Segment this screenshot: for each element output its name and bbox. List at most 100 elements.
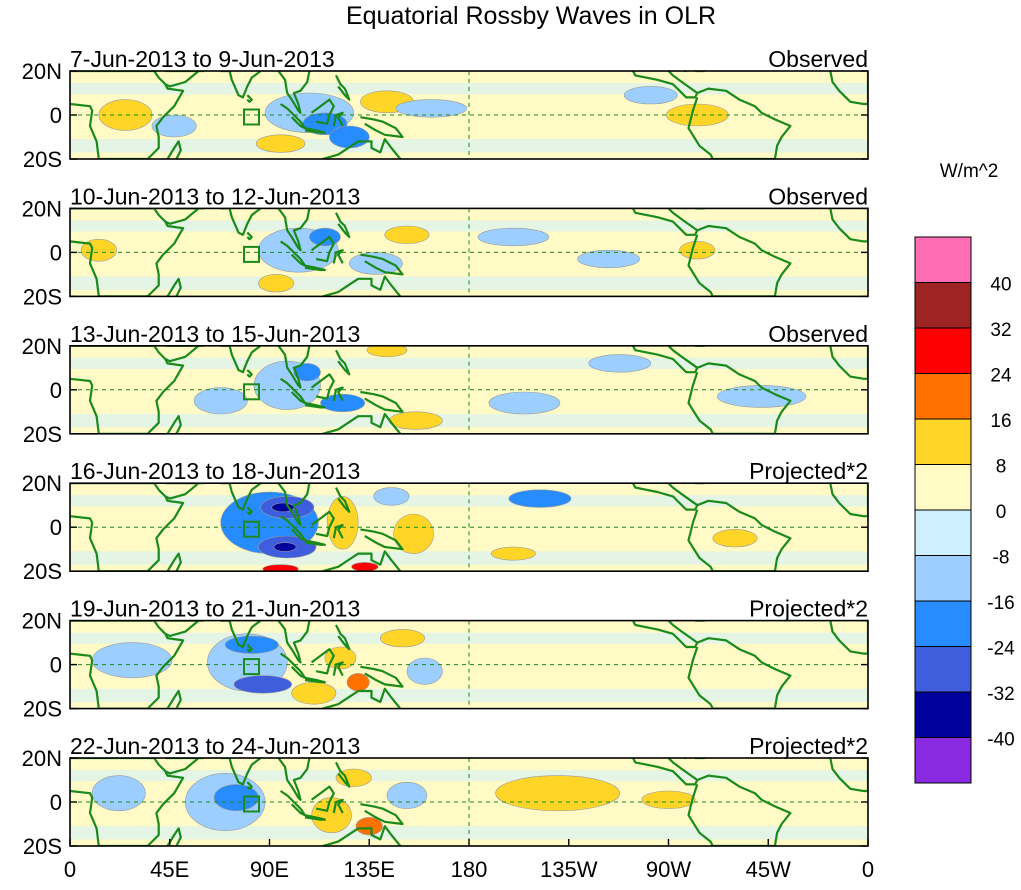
anomaly-contour [406,657,443,685]
panel-field [70,483,868,572]
colorbar-tick-label: -40 [987,730,1014,751]
philippines-outline [335,212,351,239]
sumatra-outline [279,377,307,405]
anomaly-contour [255,134,306,153]
india-outline [220,758,262,786]
anomaly-contour [262,564,299,572]
southamerica-outline [687,87,792,159]
panel-field [70,620,868,709]
southamerica-outline [687,224,792,297]
y-tick-label: 20S [23,559,62,584]
philippines-outline [335,761,351,788]
anomaly-contour [293,363,321,382]
index-region-box [243,383,261,401]
australia-outline [322,138,402,159]
australia-outline [322,687,402,709]
philippines-outline [335,624,351,651]
java-outline [304,127,326,134]
anomaly-contour [193,387,248,415]
anomaly-contour [395,99,468,118]
colorbar-swatch [914,373,972,420]
india-outline [220,483,262,511]
anomaly-contour [393,513,434,554]
anomaly-contour [386,781,428,809]
anomaly-contour [388,411,443,430]
java-outline [304,676,326,684]
anomaly-contour [291,681,337,705]
indochina-outline [277,483,311,527]
anomaly-contour [346,673,370,692]
southamerica-outline [687,637,792,709]
colorbar-tick-label: 8 [996,457,1007,478]
sulawesi-outline [332,386,344,402]
westafrica-edge-outline [829,345,868,380]
anomaly-contour [623,86,678,105]
x-tick-label: 90E [250,857,289,882]
index-region-box [243,795,261,813]
srilanka-outline [246,644,253,653]
panel-date-range: 19-Jun-2013 to 21-Jun-2013 [70,596,360,622]
y-tick-label: 20S [23,834,62,859]
colorbar-swatch [914,691,972,738]
panel-kind-label: Projected*2 [749,458,868,484]
anomaly-contour [91,775,146,812]
x-tick-label: 135W [540,857,598,882]
anomaly-contour [309,227,341,247]
australia-outline [322,825,402,846]
southamerica-outline [687,362,792,434]
anomaly-contour [588,354,652,373]
panel-2: 20N 0 20S 10-Jun-2013 to 12-Jun-2013 Observe… [22,183,869,309]
colorbar-swatch [914,282,972,329]
panel-date-range: 7-Jun-2013 to 9-Jun-2013 [70,46,335,72]
westafrica-edge-outline [829,71,868,106]
y-tick-label: 20N [22,609,62,634]
anomaly-contour [348,252,403,275]
india-outline [220,208,262,236]
colorbar-units-label: W/m^2 [940,161,999,182]
colorbar-swatch [914,236,972,283]
anomaly-contour [320,393,366,413]
africa-outline [70,208,185,297]
newguinea-outline [360,803,404,826]
panel-kind-label: Observed [768,183,868,209]
anomaly-contour [716,385,807,408]
y-tick-label: 20N [22,746,62,771]
arabia-outline [164,71,205,88]
india-outline [220,620,262,649]
arabia-outline [164,483,205,500]
centralamerica-outline [632,483,699,511]
madagascar-outline [166,552,182,572]
madagascar-outline [166,140,182,159]
x-tick-label: 135E [344,857,395,882]
y-tick-label: 20N [22,334,62,359]
colorbar-swatch [914,464,972,511]
x-tick-label: 0 [862,857,874,882]
newguinea-outline [360,665,404,688]
colorbar-swatch [914,555,972,602]
panel-date-range: 16-Jun-2013 to 18-Jun-2013 [70,458,360,484]
colorbar-swatch [914,737,972,784]
colorbar-tick-label: -24 [987,639,1015,660]
colorbar-tick-label: -16 [987,593,1014,614]
anomaly-contour [273,542,297,552]
panel-kind-label: Projected*2 [749,596,868,622]
panel-date-range: 10-Jun-2013 to 12-Jun-2013 [70,183,360,209]
borneo-outline [310,648,335,675]
y-tick-label: 20N [22,471,62,496]
indochina-outline [277,208,311,252]
colorbar-swatch [914,509,972,556]
sulawesi-outline [332,798,344,814]
colorbar-tick-label: 24 [990,366,1012,387]
panel-4: 20N 0 20S 16-Jun-2013 to 18-Jun-2013 Project… [22,458,869,584]
southamerica-outline [687,499,792,572]
anomaly-contour [477,227,550,247]
anomaly-contour [355,817,383,836]
anomaly-contour [233,675,292,694]
panel-5: 20N 0 20S 19-Jun-2013 to 21-Jun-2013 Project… [22,596,869,722]
africa-outline [70,71,185,159]
srilanka-outline [246,781,253,790]
index-region-box [243,245,261,263]
newguinea-outline [360,528,404,551]
